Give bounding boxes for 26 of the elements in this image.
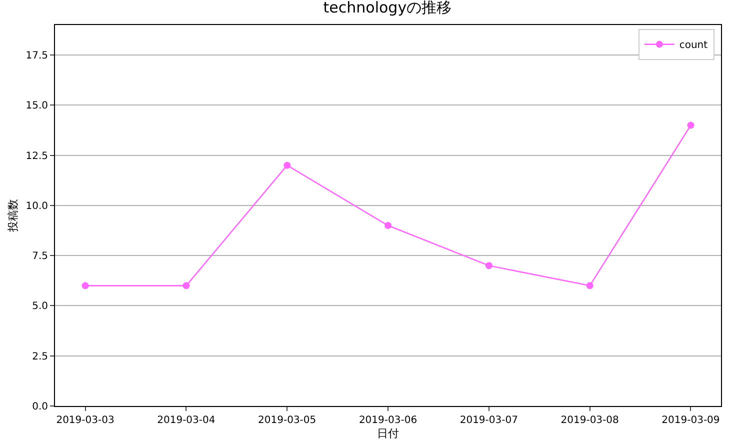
x-tick-label: 2019-03-05 (258, 415, 316, 426)
legend-label: count (679, 40, 708, 52)
y-tick-label: 10.0 (26, 200, 48, 212)
y-tick-label: 17.5 (26, 50, 48, 62)
point (182, 282, 190, 290)
point (384, 222, 392, 230)
x-tick-label: 2019-03-04 (157, 415, 216, 426)
chart-title: technologyの推移 (323, 0, 452, 17)
x-tick-label: 2019-03-09 (662, 415, 720, 426)
y-tick-label: 5.0 (32, 301, 48, 312)
point (586, 282, 594, 290)
x-axis-title: 日付 (377, 427, 399, 440)
y-tick-label: 15.0 (26, 100, 48, 112)
y-tick-label: 7.5 (32, 251, 48, 262)
y-tick-label: 2.5 (32, 351, 48, 362)
x-tick-label: 2019-03-07 (460, 415, 518, 426)
x-tick-label: 2019-03-08 (560, 415, 619, 426)
y-tick-label: 0.0 (32, 402, 48, 412)
point (82, 282, 89, 290)
point (284, 162, 291, 169)
x-tick-label: 2019-03-03 (56, 415, 114, 426)
y-tick-label: 12.5 (26, 150, 48, 162)
y-axis-title: 投稿数 (6, 199, 20, 233)
x-tick-label: 2019-03-06 (358, 415, 418, 426)
point (687, 122, 694, 129)
point (485, 262, 492, 270)
